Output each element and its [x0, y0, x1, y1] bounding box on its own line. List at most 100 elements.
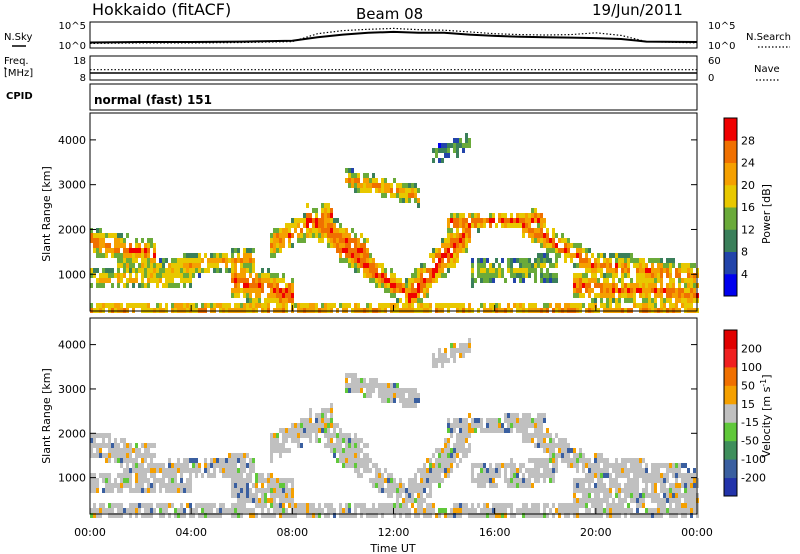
echo-cell [411, 493, 414, 498]
echo-cell [450, 303, 453, 308]
echo-cell [123, 238, 126, 243]
echo-cell [375, 268, 378, 273]
echo-cell [171, 258, 174, 263]
echo-cell [672, 293, 675, 298]
echo-cell [231, 268, 234, 273]
echo-cell [231, 503, 234, 508]
echo-cell [279, 503, 282, 508]
echo-cell [381, 398, 384, 403]
echo-cell [360, 388, 363, 393]
echo-cell [90, 438, 93, 443]
echo-cell [147, 463, 150, 468]
echo-cell [165, 503, 168, 508]
echo-cell [294, 513, 297, 518]
echo-cell [438, 468, 441, 473]
echo-cell [231, 248, 234, 253]
echo-cell [462, 213, 465, 218]
echo-cell [333, 228, 336, 233]
echo-cell [90, 233, 93, 238]
echo-cell [420, 298, 423, 303]
echo-cell [354, 508, 357, 513]
echo-cell [531, 438, 534, 443]
echo-cell [468, 348, 471, 353]
echo-cell [393, 483, 396, 488]
echo-cell [363, 383, 366, 388]
echo-cell [195, 253, 198, 258]
echo-cell [630, 463, 633, 468]
echo-cell [417, 298, 420, 303]
echo-cell [495, 503, 498, 508]
echo-cell [249, 488, 252, 493]
echo-cell [471, 278, 474, 283]
echo-cell [438, 253, 441, 258]
echo-cell [96, 433, 99, 438]
echo-cell [378, 488, 381, 493]
echo-cell [183, 463, 186, 468]
beam-label: Beam 08 [356, 5, 423, 23]
echo-cell [651, 493, 654, 498]
echo-cell [462, 423, 465, 428]
power-colorbar-frame [723, 117, 738, 297]
power-colorbar-tick-3: 16 [741, 201, 755, 214]
echo-cell [579, 283, 582, 288]
echo-cell [321, 508, 324, 513]
echo-cell [618, 503, 621, 508]
echo-cell [459, 418, 462, 423]
echo-cell [582, 293, 585, 298]
echo-cell [465, 343, 468, 348]
echo-cell [162, 483, 165, 488]
echo-cell [171, 303, 174, 308]
echo-cell [273, 248, 276, 253]
echo-cell [150, 458, 153, 463]
echo-cell [585, 258, 588, 263]
echo-cell [555, 243, 558, 248]
echo-cell [423, 463, 426, 468]
echo-cell [477, 418, 480, 423]
echo-cell [207, 303, 210, 308]
echo-cell [573, 263, 576, 268]
echo-cell [528, 483, 531, 488]
echo-cell [480, 278, 483, 283]
echo-cell [465, 508, 468, 513]
echo-cell [540, 413, 543, 418]
velocity-colorbar-tick-5: -50 [741, 435, 759, 448]
echo-cell [513, 223, 516, 228]
echo-cell [546, 248, 549, 253]
echo-cell [171, 503, 174, 508]
echo-cell [234, 463, 237, 468]
echo-cell [540, 418, 543, 423]
echo-cell [165, 273, 168, 278]
echo-cell [636, 498, 639, 503]
echo-cell [642, 478, 645, 483]
echo-cell [537, 508, 540, 513]
echo-cell [537, 428, 540, 433]
echo-cell [447, 228, 450, 233]
echo-cell [264, 298, 267, 303]
echo-cell [507, 503, 510, 508]
echo-cell [402, 188, 405, 193]
echo-cell [369, 388, 372, 393]
echo-cell [174, 513, 177, 518]
echo-cell [627, 273, 630, 278]
echo-cell [636, 468, 639, 473]
echo-cell [411, 298, 414, 303]
echo-cell [381, 283, 384, 288]
echo-cell [105, 268, 108, 273]
echo-cell [636, 483, 639, 488]
echo-cell [402, 483, 405, 488]
echo-cell [423, 263, 426, 268]
echo-cell [207, 503, 210, 508]
echo-cell [273, 433, 276, 438]
echo-cell [141, 273, 144, 278]
echo-cell [360, 243, 363, 248]
echo-cell [132, 278, 135, 283]
echo-cell [312, 303, 315, 308]
echo-cell [411, 278, 414, 283]
echo-cell [576, 458, 579, 463]
echo-cell [291, 298, 294, 303]
echo-cell [387, 473, 390, 478]
echo-cell [285, 488, 288, 493]
echo-cell [555, 273, 558, 278]
echo-cell [285, 428, 288, 433]
echo-cell [150, 513, 153, 518]
